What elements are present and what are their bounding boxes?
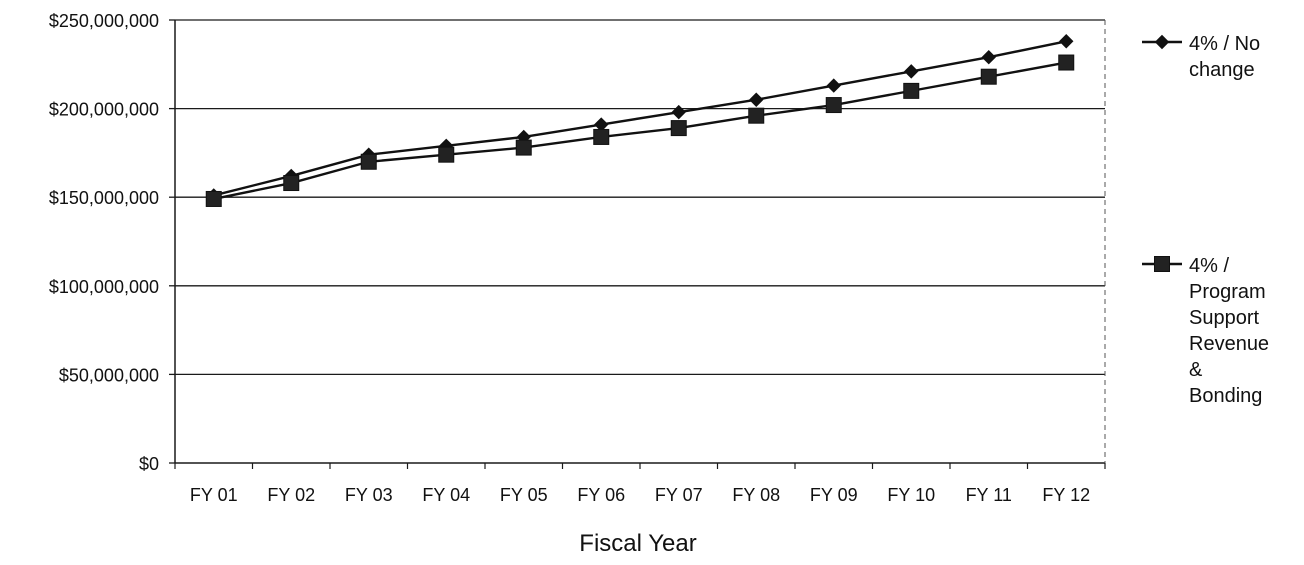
series-1-point-7	[749, 92, 764, 107]
series-1	[206, 34, 1074, 203]
series-2-point-6	[670, 120, 687, 137]
series-2-point-8	[825, 97, 842, 114]
series-1-point-11	[1059, 34, 1074, 49]
legend-marker-1	[1154, 34, 1170, 50]
series-2-line	[213, 61, 1067, 201]
x-tick-label-4: FY 05	[500, 485, 548, 505]
legend: 4% / No change 4% / Program Support Revenue & B…	[1142, 33, 1269, 407]
series-lines	[205, 34, 1075, 207]
legend-item-2: 4% / Program Support Revenue & Bonding	[1142, 255, 1269, 407]
x-tick-label-3: FY 04	[422, 485, 470, 505]
legend-label-2-line-1: Program	[1189, 281, 1266, 303]
y-tick-label-3: $150,000,000	[49, 188, 159, 208]
gridlines	[175, 19, 1105, 376]
x-tick-label-0: FY 01	[190, 485, 238, 505]
series-1-point-8	[826, 78, 841, 93]
y-tick-label-1: $50,000,000	[59, 365, 159, 385]
legend-label-2-line-3: Revenue	[1189, 333, 1269, 355]
x-tick-label-2: FY 03	[345, 485, 393, 505]
series-1-point-6	[671, 104, 686, 120]
x-tick-label-6: FY 07	[655, 485, 703, 505]
series-2-point-4	[515, 139, 532, 156]
tick-labels: $0 $50,000,000 $100,000,000 $150,000,000 $20…	[49, 11, 1090, 505]
y-tick-label-2: $100,000,000	[49, 277, 159, 297]
x-tick-label-9: FY 10	[887, 485, 935, 505]
x-tick-label-1: FY 02	[267, 485, 315, 505]
x-tick-label-7: FY 08	[732, 485, 780, 505]
series-2-point-5	[593, 128, 610, 145]
legend-item-1: 4% / No change	[1142, 33, 1260, 81]
series-1-point-10	[981, 50, 996, 65]
series-2-point-3	[438, 146, 455, 163]
x-tick-label-5: FY 06	[577, 485, 625, 505]
legend-label-1-line-0: 4% / No	[1189, 33, 1260, 55]
y-tick-label-5: $250,000,000	[49, 11, 159, 31]
y-tick-label-0: $0	[139, 454, 159, 474]
series-2-point-2	[360, 153, 377, 170]
series-2-point-7	[748, 107, 765, 124]
x-tick-label-8: FY 09	[810, 485, 858, 505]
legend-label-2-line-5: Bonding	[1189, 385, 1262, 407]
x-axis-title: Fiscal Year	[579, 530, 696, 557]
x-tick-label-10: FY 11	[966, 485, 1012, 505]
series-2-point-11	[1058, 54, 1075, 71]
series-2-point-0	[205, 190, 222, 207]
series-2-point-1	[283, 175, 300, 192]
series-1-point-9	[904, 64, 919, 79]
legend-label-2-line-0: 4% /	[1189, 255, 1229, 277]
legend-marker-2	[1154, 256, 1170, 272]
axes	[169, 19, 1106, 469]
series-2	[205, 54, 1075, 207]
series-2-point-10	[980, 68, 997, 85]
series-2-point-9	[903, 82, 920, 99]
legend-label-2-line-4: &	[1189, 359, 1203, 381]
y-tick-label-4: $200,000,000	[49, 100, 159, 120]
x-tick-label-11: FY 12	[1042, 485, 1090, 505]
legend-label-1-line-1: change	[1189, 59, 1255, 81]
legend-label-2-line-2: Support	[1189, 307, 1259, 329]
series-1-line	[213, 40, 1067, 197]
